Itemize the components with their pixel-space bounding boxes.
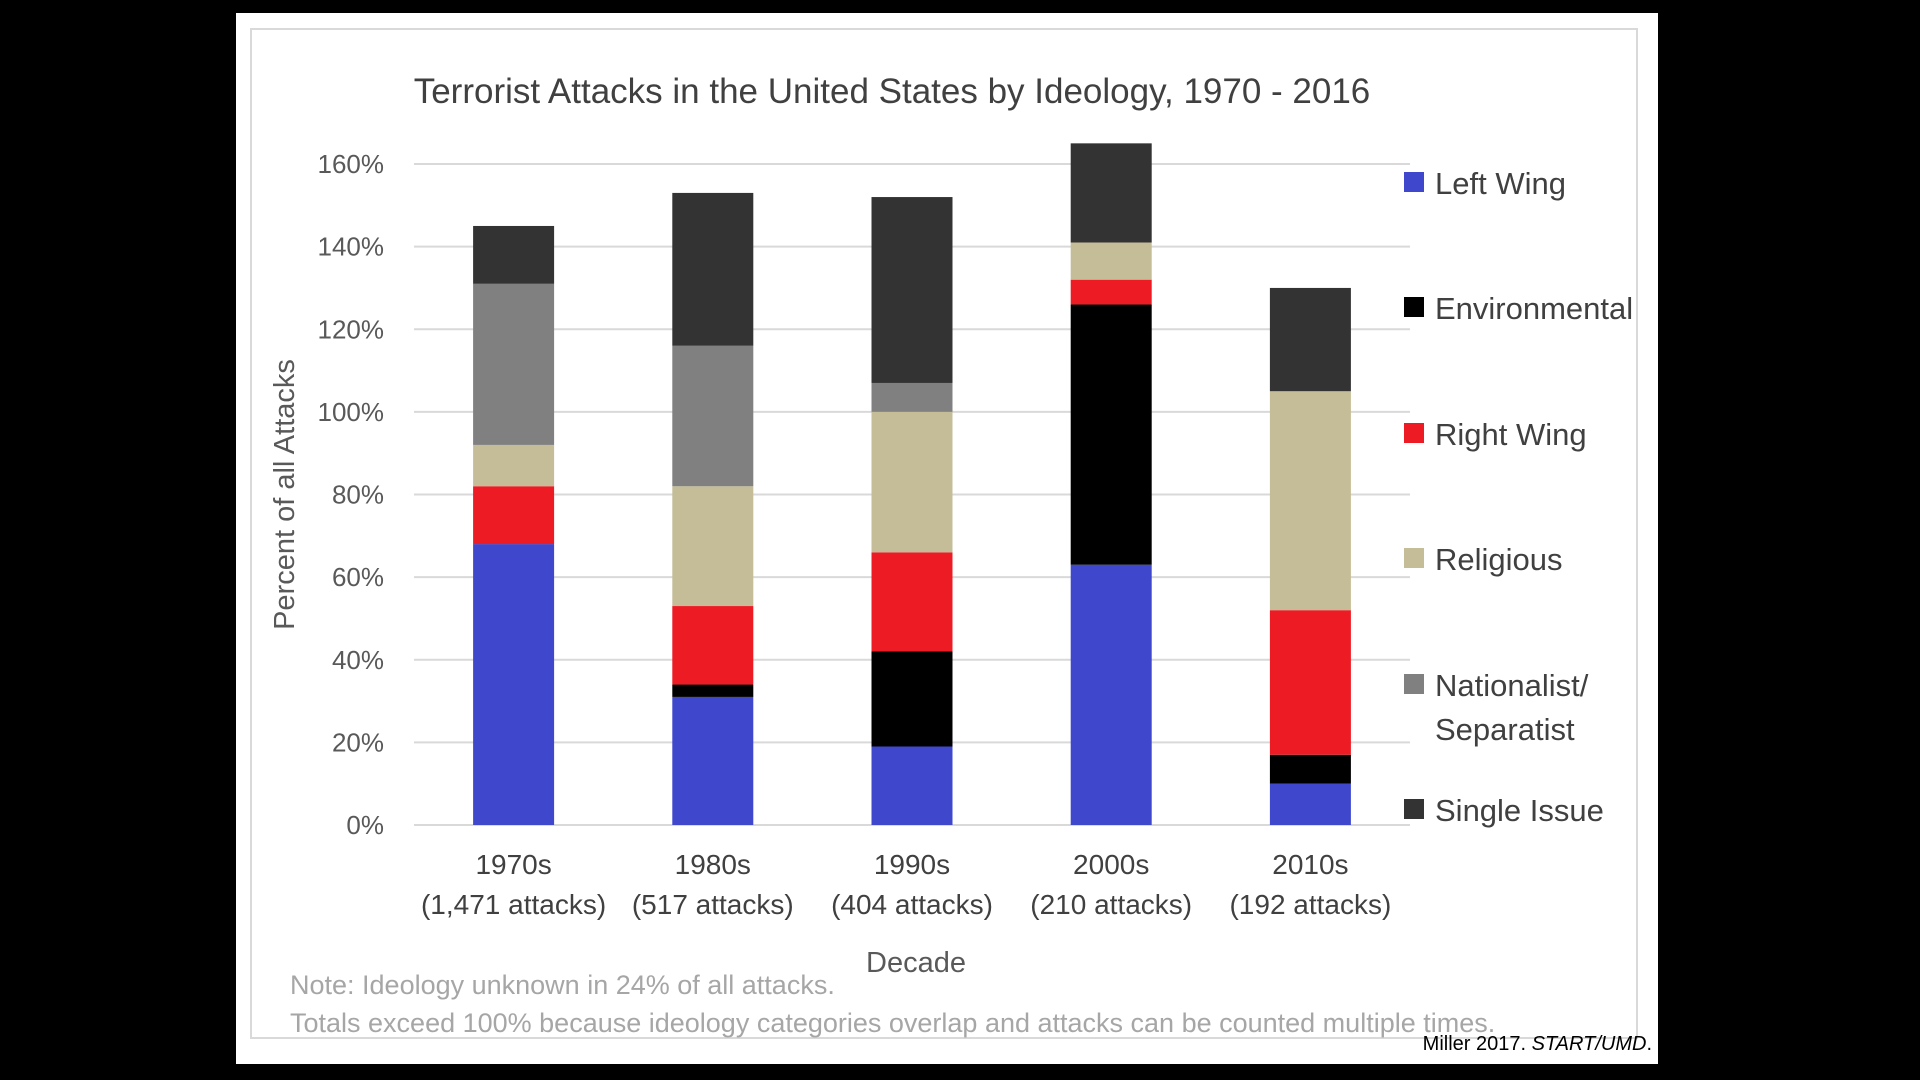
citation: Miller 2017. START/UMD.	[1423, 1033, 1652, 1056]
legend-swatch	[1404, 172, 1424, 192]
x-tick-attacks: (404 attacks)	[831, 889, 993, 920]
bar-segment-1990s-religious	[871, 411, 953, 553]
x-tick-decade: 1970s	[475, 849, 551, 880]
note-totals-exceed: Totals exceed 100% because ideology cate…	[290, 1008, 1495, 1038]
y-axis-title: Percent of all Attacks	[269, 359, 301, 630]
bar-segment-2000s-single-issue	[1070, 143, 1152, 243]
bar-segment-2000s-right-wing	[1070, 279, 1152, 305]
bar-segment-1980s-single-issue	[672, 192, 754, 346]
bar-segment-1970s-religious	[473, 444, 555, 487]
legend-swatch	[1404, 297, 1424, 317]
bar-segment-2010s-left-wing	[1269, 783, 1351, 825]
legend-label: Environmental	[1435, 291, 1633, 326]
note-unknown-ideology: Note: Ideology unknown in 24% of all att…	[290, 970, 835, 1000]
bar-segment-2010s-religious	[1269, 391, 1351, 611]
legend-swatch	[1404, 674, 1424, 694]
legend-swatch	[1404, 799, 1424, 819]
legend-swatch	[1404, 423, 1424, 443]
y-tick-label: 140%	[318, 232, 385, 262]
y-tick-label: 0%	[346, 810, 384, 840]
y-tick-label: 100%	[318, 397, 385, 427]
bar-segment-1990s-left-wing	[871, 746, 953, 825]
bar-segment-2010s-single-issue	[1269, 287, 1351, 392]
bar-segment-1980s-religious	[672, 486, 754, 607]
bar-segment-1980s-nationalist-separatist	[672, 345, 754, 487]
x-tick-attacks: (1,471 attacks)	[421, 889, 606, 920]
y-tick-label: 160%	[318, 149, 385, 179]
y-tick-label: 80%	[332, 480, 384, 510]
bar-segment-2000s-religious	[1070, 242, 1152, 280]
legend: Left Wing Environmental Right Wing Religiou…	[1404, 166, 1633, 828]
x-tick-attacks: (517 attacks)	[632, 889, 794, 920]
legend-swatch	[1404, 548, 1424, 568]
bar-segment-1980s-environmental	[672, 684, 754, 697]
slide: Terrorist Attacks in the United States b…	[236, 13, 1658, 1064]
legend-label: Left Wing	[1435, 166, 1566, 201]
bar-segment-1970s-right-wing	[473, 486, 555, 545]
legend-label: Single Issue	[1435, 793, 1604, 828]
x-axis-title: Decade	[866, 947, 966, 979]
bar-segment-1970s-left-wing	[473, 544, 555, 825]
chart-canvas: Terrorist Attacks in the United States b…	[269, 72, 1633, 1038]
x-tick-decade: 1980s	[675, 849, 751, 880]
bar-segment-1980s-right-wing	[672, 606, 754, 685]
bar-segment-2000s-left-wing	[1070, 564, 1152, 825]
chart-frame: Terrorist Attacks in the United States b…	[250, 28, 1638, 1039]
x-tick-decade: 2010s	[1272, 849, 1348, 880]
y-axis-ticks: 0% 20% 40% 60% 80% 100% 120% 140% 160%	[318, 149, 385, 840]
legend-label: Religious	[1435, 542, 1563, 577]
bar-segment-2000s-environmental	[1070, 304, 1152, 565]
bar-segment-2010s-environmental	[1269, 754, 1351, 784]
citation-author: Miller 2017.	[1422, 1033, 1532, 1055]
bar-segment-1990s-environmental	[871, 651, 953, 747]
x-tick-decade: 1990s	[874, 849, 950, 880]
y-tick-label: 20%	[332, 727, 384, 757]
bars	[473, 143, 1351, 825]
chart-title: Terrorist Attacks in the United States b…	[414, 72, 1371, 111]
bar-segment-1970s-single-issue	[473, 225, 555, 284]
bar-segment-1970s-nationalist-separatist	[473, 283, 555, 445]
bar-segment-1990s-right-wing	[871, 552, 953, 652]
citation-end: .	[1646, 1033, 1652, 1055]
bar-segment-1980s-left-wing	[672, 696, 754, 825]
x-tick-decade: 2000s	[1073, 849, 1149, 880]
x-tick-attacks: (210 attacks)	[1030, 889, 1192, 920]
y-tick-label: 40%	[332, 645, 384, 675]
legend-label: Separatist	[1435, 712, 1575, 747]
x-axis-labels: 1970s (1,471 attacks) 1980s (517 attacks) 19…	[421, 849, 1391, 920]
citation-source: START/UMD	[1531, 1033, 1647, 1055]
legend-label: Nationalist/	[1435, 668, 1589, 703]
x-tick-attacks: (192 attacks)	[1229, 889, 1391, 920]
bar-segment-2010s-right-wing	[1269, 610, 1351, 755]
bar-segment-1990s-single-issue	[871, 197, 953, 383]
y-tick-label: 120%	[318, 314, 385, 344]
legend-label: Right Wing	[1435, 417, 1587, 452]
bar-segment-1990s-nationalist-separatist	[871, 382, 953, 412]
y-tick-label: 60%	[332, 562, 384, 592]
